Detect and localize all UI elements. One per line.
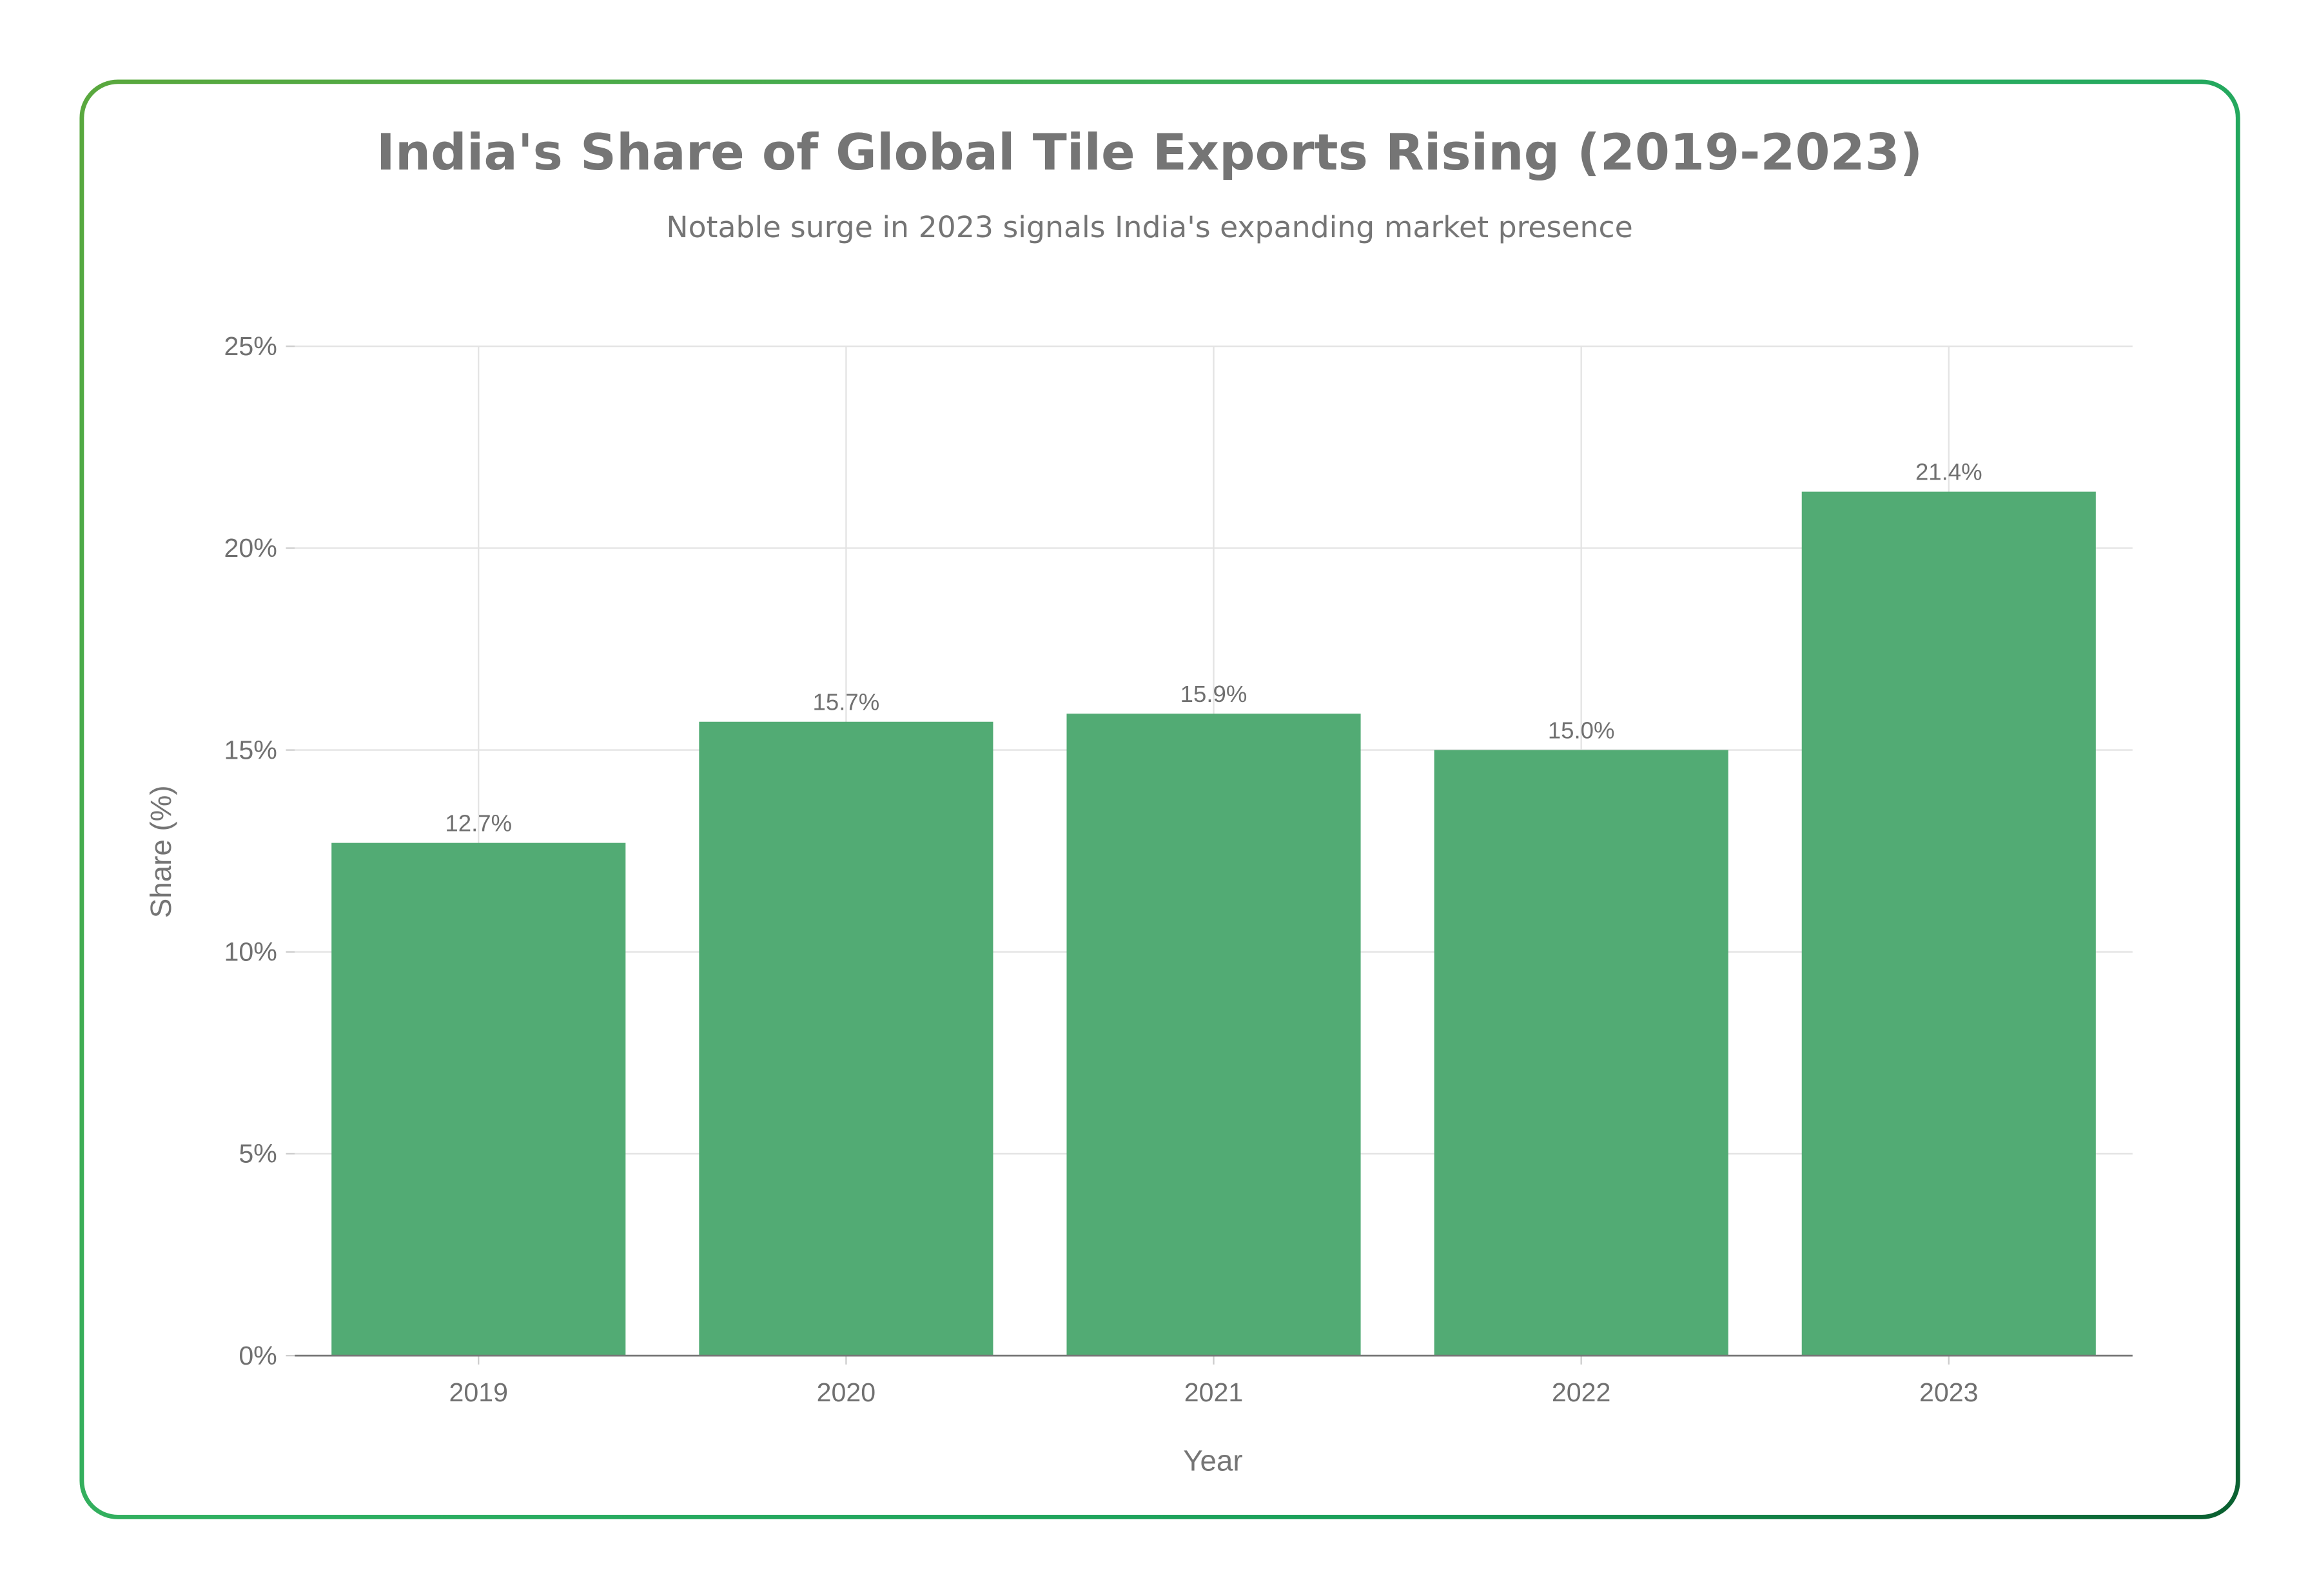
y-tick-label: 20% bbox=[224, 533, 277, 563]
y-axis-label: Share (%) bbox=[144, 785, 177, 918]
bar-2021 bbox=[1066, 714, 1361, 1356]
chart-title: India's Share of Global Tile Exports Ris… bbox=[376, 124, 1923, 183]
y-tick-label: 15% bbox=[224, 735, 277, 764]
y-tick-label: 25% bbox=[224, 331, 277, 361]
x-tick-label: 2022 bbox=[1552, 1377, 1611, 1407]
y-tick-label: 10% bbox=[224, 937, 277, 966]
y-tick-label: 5% bbox=[239, 1139, 277, 1169]
x-tick-label: 2023 bbox=[1919, 1377, 1979, 1407]
x-tick-label: 2019 bbox=[449, 1377, 509, 1407]
x-tick-label: 2020 bbox=[817, 1377, 876, 1407]
bar-2022 bbox=[1434, 750, 1728, 1356]
y-tick-label: 0% bbox=[239, 1341, 277, 1370]
data-label: 21.4% bbox=[1915, 458, 1982, 485]
data-label: 15.9% bbox=[1180, 681, 1247, 707]
data-label: 15.7% bbox=[813, 688, 880, 715]
x-axis-label: Year bbox=[1183, 1444, 1242, 1477]
chart-subtitle: Notable surge in 2023 signals India's ex… bbox=[666, 209, 1633, 245]
x-tick-label: 2021 bbox=[1184, 1377, 1244, 1407]
data-label: 12.7% bbox=[445, 810, 512, 836]
bar-2020 bbox=[699, 721, 993, 1356]
bar-2019 bbox=[331, 842, 626, 1356]
bar-2023 bbox=[1801, 491, 2096, 1356]
data-label: 15.0% bbox=[1548, 717, 1615, 743]
